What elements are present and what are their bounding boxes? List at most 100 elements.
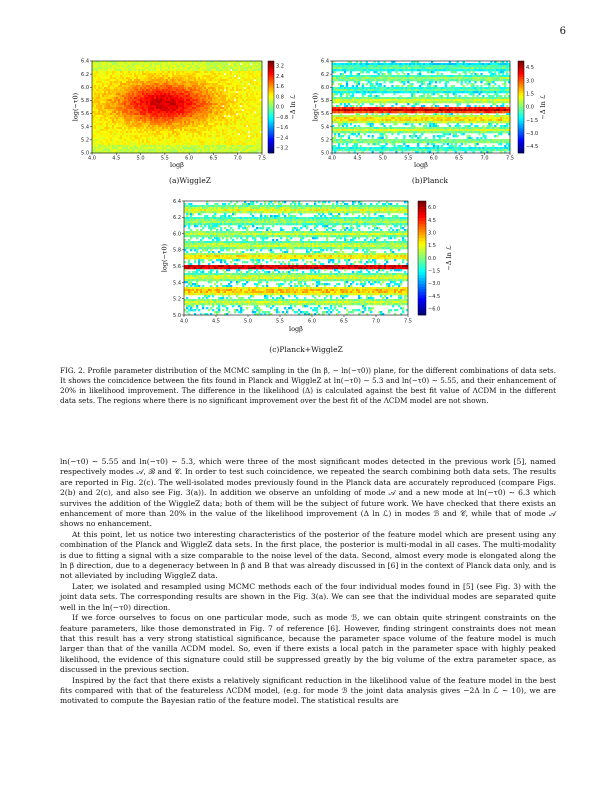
y-tick-label: 6.0 [81, 85, 89, 91]
colorbar-tick-label: 0.0 [276, 105, 284, 111]
x-tick-label: 6.5 [455, 156, 463, 162]
colorbar-tick-label: 0.0 [428, 256, 436, 262]
colorbar-tick-label: −1.5 [428, 269, 440, 275]
colorbar-tick-label: 4.5 [428, 218, 436, 224]
y-tick-label: 5.0 [173, 313, 181, 319]
x-tick-label: 7.5 [404, 318, 412, 324]
colorbar-tick-label: 0.8 [276, 94, 284, 100]
colorbar-tick-label: −3.0 [428, 281, 440, 287]
x-axis-label: logβ [289, 325, 303, 333]
y-tick-label: 5.0 [81, 151, 89, 157]
x-axis-label: logβ [414, 161, 428, 169]
colorbar [417, 200, 427, 316]
x-tick-label: 6.5 [340, 318, 348, 324]
x-tick-label: 7.0 [234, 156, 242, 162]
y-axis-label: log(−τ0) [71, 92, 79, 121]
colorbar-tick-label: −3.0 [526, 131, 538, 137]
y-tick-label: 5.0 [321, 151, 329, 157]
planck-plot: 4.0 4.5 5.0 5.5 6.0 6.5 7.0 7.5 5.0 5.2 5.4 5.6 5.8 6… [311, 59, 547, 169]
x-tick-label: 4.5 [353, 156, 361, 162]
y-tick-label: 6.2 [173, 215, 181, 221]
x-tick-label: 5.5 [276, 318, 284, 324]
colorbar [517, 60, 525, 154]
y-tick-label: 5.6 [173, 264, 181, 270]
colorbar-tick-label: 3.0 [526, 78, 534, 84]
colorbar-tick-label: 1.6 [276, 84, 284, 90]
y-tick-label: 5.8 [321, 98, 329, 104]
colorbar-tick-label: 6.0 [428, 205, 436, 211]
colorbar-label: −Δ ln ℒ [445, 245, 453, 271]
page-number: 6 [559, 26, 566, 37]
x-tick-label: 7.5 [506, 156, 514, 162]
y-tick-label: 5.8 [173, 248, 181, 254]
figure-wigglez: 4.0 4.5 5.0 5.5 6.0 6.5 7.0 7.5 5.0 5.2 5.4 5.6 5.8 6… [62, 55, 302, 173]
colorbar-tick-label: −4.5 [526, 144, 538, 150]
colorbar-tick-label: 4.5 [526, 65, 534, 71]
y-tick-label: 6.2 [321, 72, 329, 78]
body-text: ln(−τ0) ∼ 5.55 and ln(−τ0) ∼ 5.3, which … [60, 457, 556, 707]
x-axis-label: logβ [170, 161, 184, 169]
caption-combined: (c)Planck+WiggleZ [269, 345, 343, 354]
x-tick-label: 6.0 [185, 156, 193, 162]
y-tick-label: 5.6 [81, 111, 89, 117]
x-tick-label: 7.5 [258, 156, 266, 162]
paragraph-5: Inspired by the fact that there exists a… [60, 675, 556, 706]
colorbar-tick-label: −0.8 [276, 115, 288, 121]
y-tick-label: 5.2 [81, 137, 89, 143]
x-tick-label: 7.0 [372, 318, 380, 324]
x-tick-label: 5.0 [244, 318, 252, 324]
y-tick-label: 6.4 [321, 59, 329, 65]
y-tick-label: 5.4 [321, 124, 329, 130]
caption-wigglez: (a)WiggleZ [169, 176, 211, 185]
colorbar-tick-label: −4.5 [428, 294, 440, 300]
x-tick-label: 4.5 [112, 156, 120, 162]
x-tick-label: 7.0 [481, 156, 489, 162]
figure-combined: 4.0 4.5 5.0 5.5 6.0 6.5 7.0 7.5 5.0 5.2 5.4 5.6 5.8 6… [150, 193, 470, 341]
colorbar-tick-label: −3.2 [276, 145, 288, 151]
x-tick-label: 4.5 [212, 318, 220, 324]
heatmap-cells [92, 61, 263, 154]
colorbar-tick-label: −1.5 [526, 118, 538, 124]
y-tick-label: 5.8 [81, 98, 89, 104]
paragraph-3: Later, we isolated and resampled using M… [60, 581, 556, 612]
y-tick-label: 5.2 [173, 297, 181, 303]
heatmap-cells [184, 201, 409, 316]
colorbar-tick-label: −1.6 [276, 125, 288, 131]
y-tick-label: 5.4 [81, 124, 89, 130]
x-tick-label: 4.0 [328, 156, 336, 162]
combined-plot: 4.0 4.5 5.0 5.5 6.0 6.5 7.0 7.5 5.0 5.2 5.4 5.6 5.8 6… [161, 199, 453, 333]
y-axis-label: log(−τ0) [161, 243, 169, 272]
colorbar-tick-label: 2.4 [276, 74, 284, 80]
x-tick-label: 5.5 [161, 156, 169, 162]
figure-planck: 4.0 4.5 5.0 5.5 6.0 6.5 7.0 7.5 5.0 5.2 5.4 5.6 5.8 6… [302, 55, 552, 173]
paragraph-1: ln(−τ0) ∼ 5.55 and ln(−τ0) ∼ 5.3, which … [60, 457, 556, 529]
colorbar-tick-label: 0.0 [526, 105, 534, 111]
colorbar-tick-label: 3.2 [276, 64, 284, 70]
x-tick-label: 6.0 [430, 156, 438, 162]
figure-caption: FIG. 2. Profile parameter distribution o… [60, 366, 556, 405]
y-tick-label: 6.0 [321, 85, 329, 91]
caption-planck: (b)Planck [411, 176, 449, 185]
colorbar [267, 60, 275, 154]
x-tick-label: 4.0 [88, 156, 96, 162]
x-tick-label: 6.5 [209, 156, 217, 162]
x-tick-label: 5.5 [404, 156, 412, 162]
y-tick-label: 6.4 [173, 199, 181, 205]
x-tick-label: 4.0 [180, 318, 188, 324]
colorbar-tick-label: −2.4 [276, 135, 288, 141]
colorbar-tick-label: 1.5 [526, 91, 534, 97]
wigglez-plot: 4.0 4.5 5.0 5.5 6.0 6.5 7.0 7.5 5.0 5.2 5.4 5.6 5.8 6… [71, 59, 297, 169]
y-tick-label: 5.6 [321, 111, 329, 117]
colorbar-label: −Δ ln ℒ [539, 94, 547, 120]
x-tick-label: 5.0 [137, 156, 145, 162]
y-tick-label: 6.4 [81, 59, 89, 65]
colorbar-label: −Δ ln ℒ [289, 94, 297, 120]
colorbar-tick-label: −6.0 [428, 307, 440, 313]
colorbar-tick-label: 1.5 [428, 243, 436, 249]
y-tick-label: 6.2 [81, 72, 89, 78]
x-tick-label: 5.0 [379, 156, 387, 162]
y-tick-label: 5.4 [173, 280, 181, 286]
y-tick-label: 5.2 [321, 137, 329, 143]
colorbar-tick-label: 3.0 [428, 231, 436, 237]
paragraph-2: At this point, let us notice two interes… [60, 529, 556, 581]
